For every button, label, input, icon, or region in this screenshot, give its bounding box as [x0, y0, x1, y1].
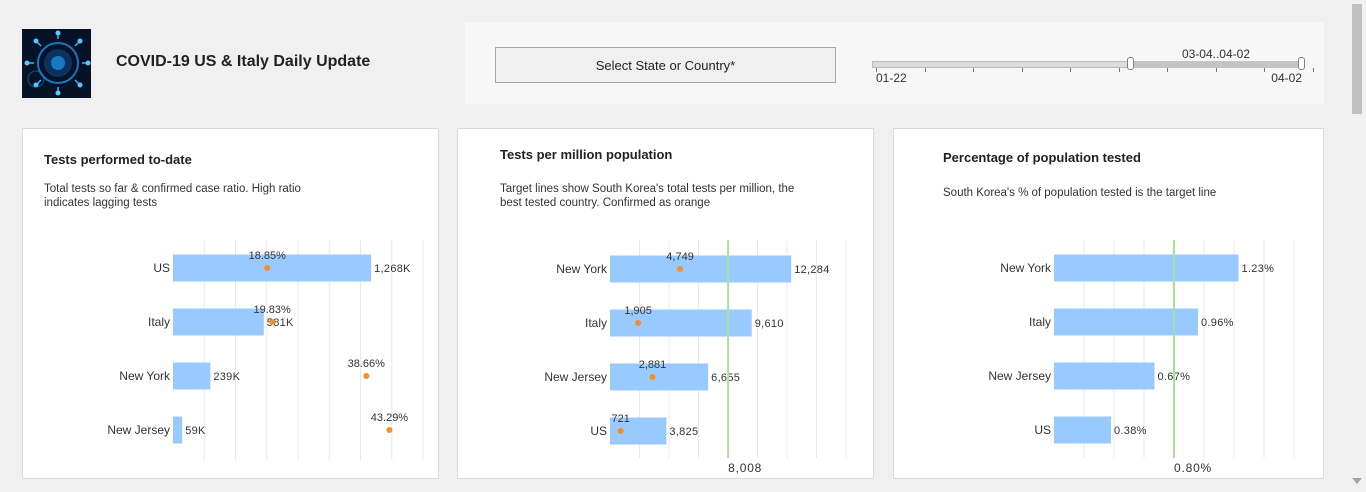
virus-icon: [22, 29, 91, 98]
dashboard-title: COVID-19 US & Italy Daily Update: [116, 53, 371, 70]
target-label: 8,008: [728, 461, 762, 475]
category-label: Italy: [148, 315, 170, 329]
ratio-label: 19.83%: [253, 304, 291, 316]
page-scrollbar[interactable]: [1349, 0, 1366, 492]
category-label: New Jersey: [107, 423, 170, 437]
slider-tick: [1312, 68, 1314, 72]
card-subtitle-line: Total tests so far & confirmed case rati…: [44, 183, 301, 195]
date-range-min-label: 01-22: [876, 71, 907, 85]
ratio-label: 18.85%: [249, 250, 287, 262]
bar-value-label: 12,284: [794, 264, 829, 276]
confirmed-label: 1,905: [624, 305, 652, 317]
bar: [1054, 308, 1198, 336]
category-label: US: [590, 424, 607, 438]
ratio-dot: [264, 265, 271, 271]
target-label: 0.80%: [1174, 461, 1212, 475]
card-title: Tests per million population: [500, 147, 673, 162]
card-subtitle-line: Target lines show South Korea's total te…: [500, 183, 795, 195]
date-range-label: 03-04..04-02: [1181, 47, 1250, 61]
slider-tick: [973, 68, 974, 72]
bar-value-label: 59K: [185, 425, 206, 437]
bar: [610, 363, 709, 391]
ratio-dot: [269, 319, 276, 325]
tests-per-million-chart: New York 12,284 Italy 9,610 New Jersey 6,655 U…: [544, 240, 847, 475]
confirmed-label: 721: [611, 413, 629, 425]
card-subtitle: South Korea's % of population tested is …: [943, 186, 1216, 200]
category-label: New Jersey: [544, 370, 607, 384]
bar: [173, 416, 183, 444]
covid-virus-logo: [22, 29, 91, 98]
card-subtitle-line: South Korea's % of population tested is …: [943, 187, 1217, 199]
bar: [173, 362, 211, 390]
confirmed-dot: [635, 320, 642, 326]
ratio-dot: [386, 427, 393, 433]
scroll-down-arrow-icon[interactable]: [1352, 478, 1362, 484]
confirmed-dot: [677, 266, 684, 272]
card-subtitle-line: indicates lagging tests: [44, 197, 158, 209]
confirmed-dot: [649, 374, 656, 380]
bar-value-label: 1.23%: [1242, 263, 1275, 275]
card-title: Percentage of population tested: [943, 150, 1141, 165]
bar: [1054, 362, 1155, 390]
bar-value-label: 9,610: [755, 318, 784, 330]
date-range-selected-fill: [1130, 61, 1303, 68]
ratio-dot: [363, 373, 370, 379]
card-tests-performed: Tests performed to-date Total tests so f…: [22, 128, 439, 479]
page-scrollbar-thumb[interactable]: [1352, 4, 1362, 114]
slider-tick: [876, 68, 877, 72]
bar-value-label: 239K: [213, 371, 240, 383]
select-state-or-country-button[interactable]: Select State or Country*: [495, 47, 836, 83]
confirmed-dot: [617, 428, 624, 434]
card-subtitle: Total tests so far & confirmed case rati…: [44, 182, 301, 210]
slider-tick: [924, 68, 926, 72]
confirmed-label: 4,749: [666, 251, 694, 263]
date-range-start-handle[interactable]: [1126, 57, 1134, 70]
category-label: New York: [119, 369, 171, 383]
ratio-label: 38.66%: [348, 358, 386, 370]
category-label: Italy: [1029, 315, 1051, 329]
card-tests-per-million: Tests per million population Target line…: [457, 128, 874, 479]
slider-tick: [1264, 68, 1265, 72]
bar-value-label: 0.96%: [1201, 317, 1234, 329]
slider-tick: [1021, 68, 1023, 72]
category-label: Italy: [585, 316, 607, 330]
category-label: New York: [556, 262, 608, 276]
card-percentage-tested: Percentage of population tested South Ko…: [893, 128, 1324, 479]
bar-value-label: 1,268K: [374, 263, 411, 275]
bar-value-label: 0.38%: [1114, 425, 1147, 437]
bar: [173, 254, 372, 282]
ratio-label: 43.29%: [371, 412, 409, 424]
category-label: US: [153, 261, 170, 275]
bar-value-label: 6,655: [711, 372, 740, 384]
bar: [610, 255, 792, 283]
bar: [1054, 254, 1239, 282]
card-subtitle: Target lines show South Korea's total te…: [500, 182, 794, 210]
category-label: US: [1034, 423, 1051, 437]
slider-tick: [1215, 68, 1217, 72]
bar-value-label: 3,825: [669, 426, 698, 438]
category-label: New Jersey: [988, 369, 1051, 383]
slider-tick: [1118, 68, 1120, 72]
bar: [1054, 416, 1111, 444]
date-range-end-handle[interactable]: [1298, 57, 1305, 70]
category-label: New York: [1000, 261, 1052, 275]
card-title: Tests performed to-date: [44, 152, 192, 167]
slider-tick: [1070, 68, 1071, 72]
card-subtitle-line: best tested country. Confirmed as orange: [500, 197, 711, 209]
confirmed-label: 2,881: [639, 359, 667, 371]
bar: [173, 308, 264, 336]
slider-tick: [1167, 68, 1168, 72]
date-range-max-label: 04-02: [1271, 71, 1302, 85]
